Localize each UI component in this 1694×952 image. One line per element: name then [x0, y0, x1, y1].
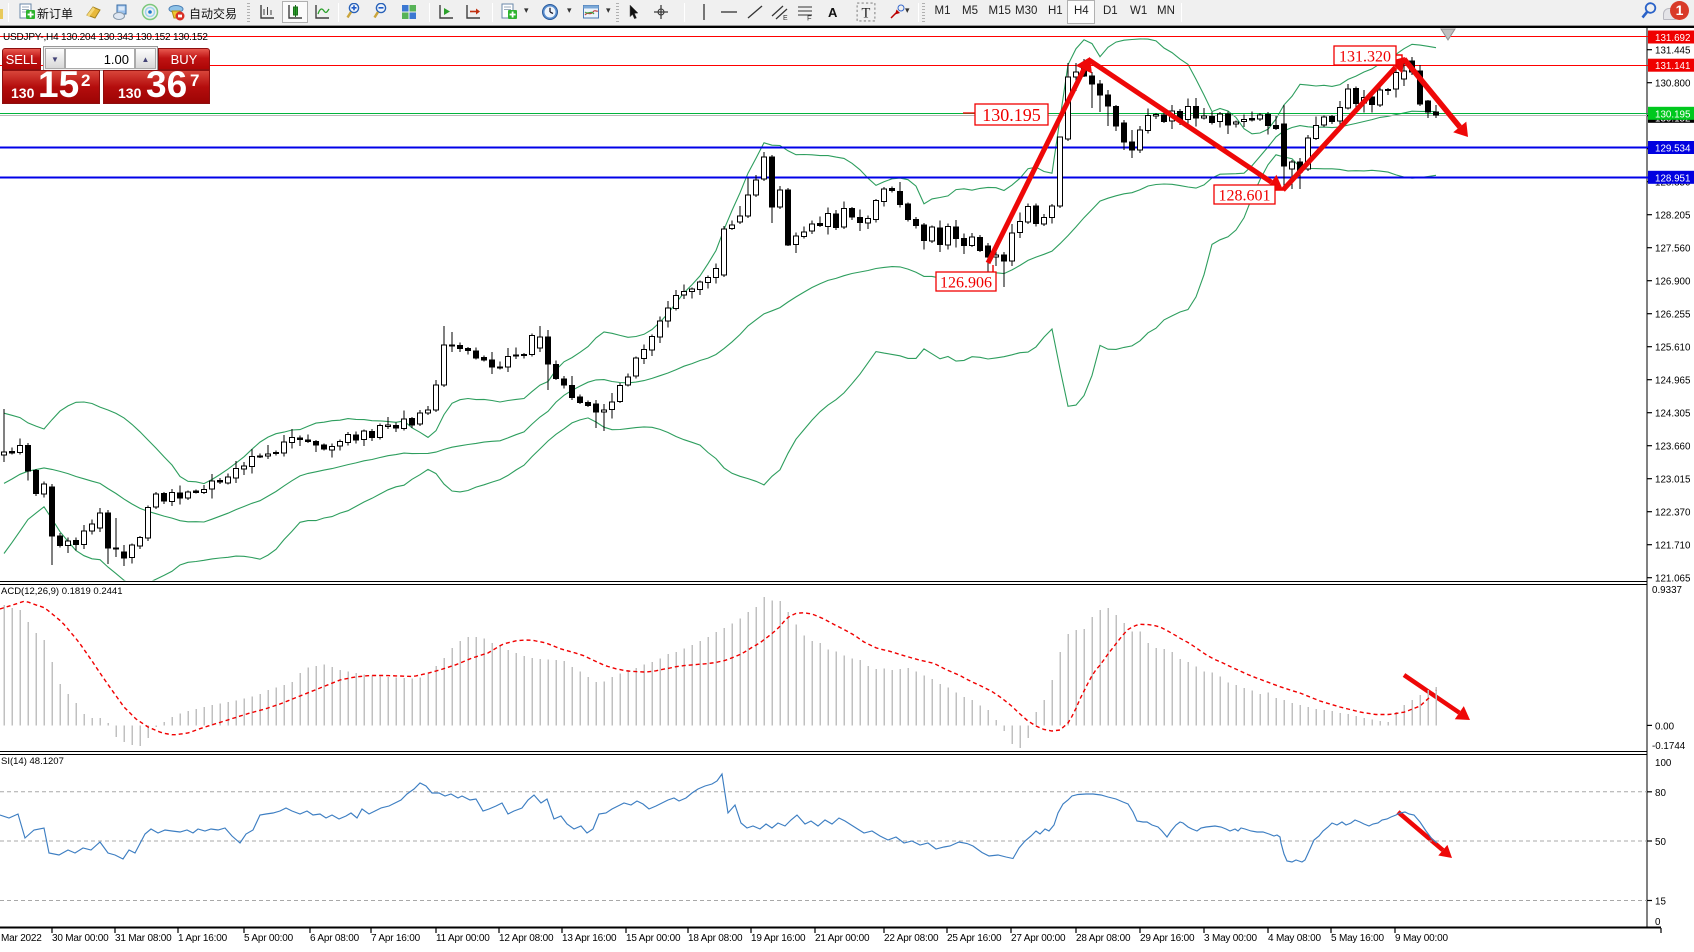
svg-text:29 Apr 16:00: 29 Apr 16:00: [1140, 933, 1195, 944]
svg-text:130.800: 130.800: [1655, 79, 1691, 90]
svg-text:130.195: 130.195: [982, 105, 1041, 125]
svg-text:21 Apr 00:00: 21 Apr 00:00: [815, 933, 870, 944]
svg-text:31 Mar 08:00: 31 Mar 08:00: [115, 933, 172, 944]
svg-text:19 Apr 16:00: 19 Apr 16:00: [751, 933, 806, 944]
svg-text:30 Mar 00:00: 30 Mar 00:00: [52, 933, 109, 944]
svg-text:0.00: 0.00: [1655, 721, 1675, 732]
svg-text:100: 100: [1655, 758, 1672, 769]
svg-text:131.141: 131.141: [1655, 61, 1690, 72]
svg-text:F: F: [807, 14, 812, 22]
svg-text:121.710: 121.710: [1655, 541, 1691, 552]
svg-text:18 Apr 08:00: 18 Apr 08:00: [688, 933, 743, 944]
svg-text:131.692: 131.692: [1655, 33, 1690, 44]
svg-text:128.951: 128.951: [1655, 173, 1690, 184]
svg-text:5 Apr 00:00: 5 Apr 00:00: [244, 933, 294, 944]
svg-text:50: 50: [1655, 837, 1666, 848]
svg-text:125.610: 125.610: [1655, 343, 1691, 354]
svg-text:E: E: [783, 15, 788, 21]
svg-text:-0.1744: -0.1744: [1652, 741, 1686, 752]
svg-text:13 Apr 16:00: 13 Apr 16:00: [562, 933, 617, 944]
svg-text:3 May 00:00: 3 May 00:00: [1204, 933, 1257, 944]
svg-text:12 Apr 08:00: 12 Apr 08:00: [499, 933, 554, 944]
svg-text:127.560: 127.560: [1655, 244, 1691, 255]
svg-text:130.195: 130.195: [1655, 109, 1691, 120]
svg-text:6 Apr 08:00: 6 Apr 08:00: [310, 933, 360, 944]
svg-text:122.370: 122.370: [1655, 508, 1691, 519]
svg-text:27 Apr 00:00: 27 Apr 00:00: [1011, 933, 1066, 944]
svg-text:131.445: 131.445: [1655, 46, 1691, 57]
svg-text:28 Apr 08:00: 28 Apr 08:00: [1076, 933, 1131, 944]
svg-text:9 May 00:00: 9 May 00:00: [1395, 933, 1448, 944]
svg-text:25 Apr 16:00: 25 Apr 16:00: [947, 933, 1002, 944]
svg-text:22 Apr 08:00: 22 Apr 08:00: [884, 933, 939, 944]
svg-text:SI(14) 48.1207: SI(14) 48.1207: [1, 756, 64, 767]
svg-text:124.305: 124.305: [1655, 409, 1691, 420]
svg-text:T: T: [862, 6, 871, 22]
svg-text:15 Apr 00:00: 15 Apr 00:00: [626, 933, 681, 944]
svg-text:126.900: 126.900: [1655, 277, 1691, 288]
svg-text:124.965: 124.965: [1655, 376, 1691, 387]
svg-text:1 Apr 16:00: 1 Apr 16:00: [178, 933, 228, 944]
svg-text:126.255: 126.255: [1655, 310, 1691, 321]
svg-text:11 Apr 00:00: 11 Apr 00:00: [436, 933, 490, 944]
svg-text:123.015: 123.015: [1655, 475, 1691, 486]
svg-text:126.906: 126.906: [940, 274, 992, 291]
svg-text:128.205: 128.205: [1655, 211, 1691, 222]
svg-text:0: 0: [1655, 917, 1661, 928]
svg-text:121.065: 121.065: [1655, 574, 1691, 585]
svg-text:128.601: 128.601: [1219, 187, 1271, 204]
svg-text:7 Apr 16:00: 7 Apr 16:00: [371, 933, 421, 944]
svg-text:5 May 16:00: 5 May 16:00: [1331, 933, 1384, 944]
svg-text:4 May 08:00: 4 May 08:00: [1268, 933, 1321, 944]
svg-text:0.9337: 0.9337: [1652, 585, 1682, 596]
svg-text:123.660: 123.660: [1655, 442, 1691, 453]
svg-text:15: 15: [1655, 897, 1666, 908]
svg-text:131.320: 131.320: [1339, 48, 1391, 65]
svg-text:129.534: 129.534: [1655, 144, 1691, 155]
svg-text:USDJPY-,H4 130.204 130.343 13: USDJPY-,H4 130.204 130.343 130.152 130.1…: [3, 32, 208, 43]
svg-text:ACD(12,26,9) 0.1819 0.2441: ACD(12,26,9) 0.1819 0.2441: [1, 586, 122, 597]
svg-text:80: 80: [1655, 788, 1666, 799]
svg-text:Mar 2022: Mar 2022: [1, 933, 42, 944]
